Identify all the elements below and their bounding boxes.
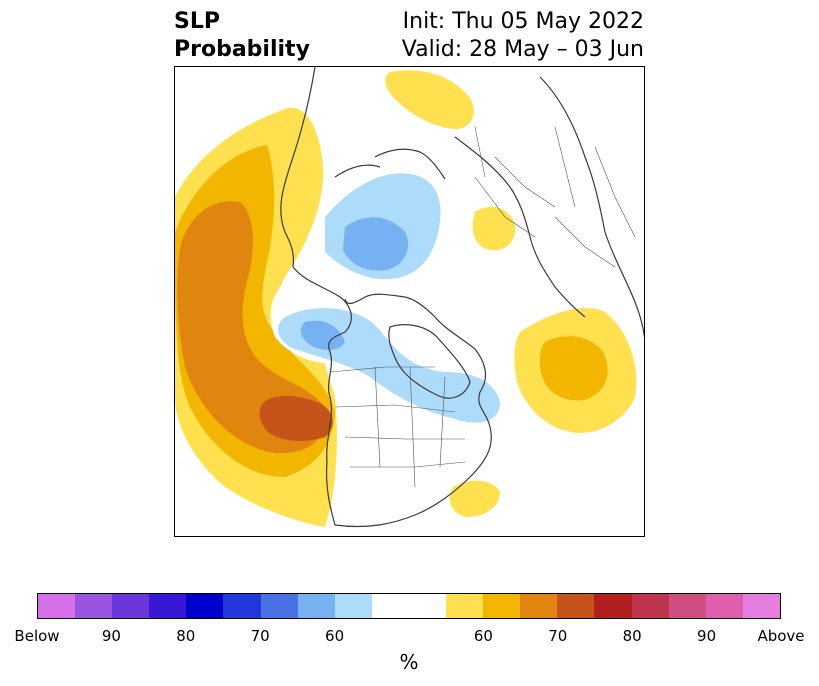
valid-range: Valid: 28 May – 03 Jun (401, 37, 644, 62)
colorbar-tick-label: 70 (250, 627, 270, 645)
colorbar-tick-label: 60 (325, 627, 345, 645)
init-date: Init: Thu 05 May 2022 (402, 9, 644, 34)
colorbar-segment (408, 594, 447, 618)
colorbar-segment (594, 594, 632, 618)
colorbar-segment (520, 594, 558, 618)
colorbar-segment (260, 594, 298, 618)
probability-colorbar (37, 593, 781, 619)
colorbar-tick-label: Above (757, 627, 805, 645)
colorbar-segment (112, 594, 150, 618)
colorbar-segment (38, 594, 76, 618)
colorbar-tick-label: 90 (101, 627, 121, 645)
variable-sublabel: Probability (174, 37, 310, 62)
colorbar-segment (334, 594, 372, 618)
colorbar-segment (149, 594, 187, 618)
colorbar-segment (742, 594, 780, 618)
colorbar-segment (186, 594, 224, 618)
colorbar-unit-label: % (399, 650, 419, 674)
colorbar-segment (371, 594, 409, 618)
arctic-below-65-area (343, 217, 409, 271)
europe-above-60-area (472, 206, 516, 251)
arctic-below-65-area-2 (300, 320, 345, 350)
colorbar-segment (668, 594, 706, 618)
colorbar-segment (75, 594, 113, 618)
colorbar-segment (446, 594, 484, 618)
map-title-right: Init: Thu 05 May 2022 Valid: 28 May – 03… (402, 8, 644, 64)
colorbar-segment (483, 594, 521, 618)
colorbar-segment (557, 594, 595, 618)
map-canvas (175, 67, 644, 528)
map-title-left: SLP Probability (174, 8, 310, 64)
variable-label: SLP (174, 9, 220, 34)
colorbar-tick-label: 80 (622, 627, 642, 645)
colorbar-segment (705, 594, 743, 618)
colorbar-tick-label: 80 (176, 627, 196, 645)
atlantic-above-60-area-2 (449, 480, 500, 517)
colorbar-tick-label: Below (14, 627, 60, 645)
colorbar-tick-label: 60 (473, 627, 493, 645)
pacific-above-70-area (177, 201, 327, 454)
colorbar-segment (223, 594, 261, 618)
colorbar-segment (631, 594, 669, 618)
pacific-above-75-area (259, 395, 333, 441)
colorbar-tick-label: 70 (548, 627, 568, 645)
colorbar-segment (297, 594, 335, 618)
probability-map (174, 66, 645, 537)
colorbar-tick-label: 90 (697, 627, 717, 645)
borders (329, 126, 636, 488)
coastlines (280, 67, 644, 528)
siberia-above-60-area (385, 70, 474, 129)
atlantic-above-65-area (539, 336, 608, 401)
